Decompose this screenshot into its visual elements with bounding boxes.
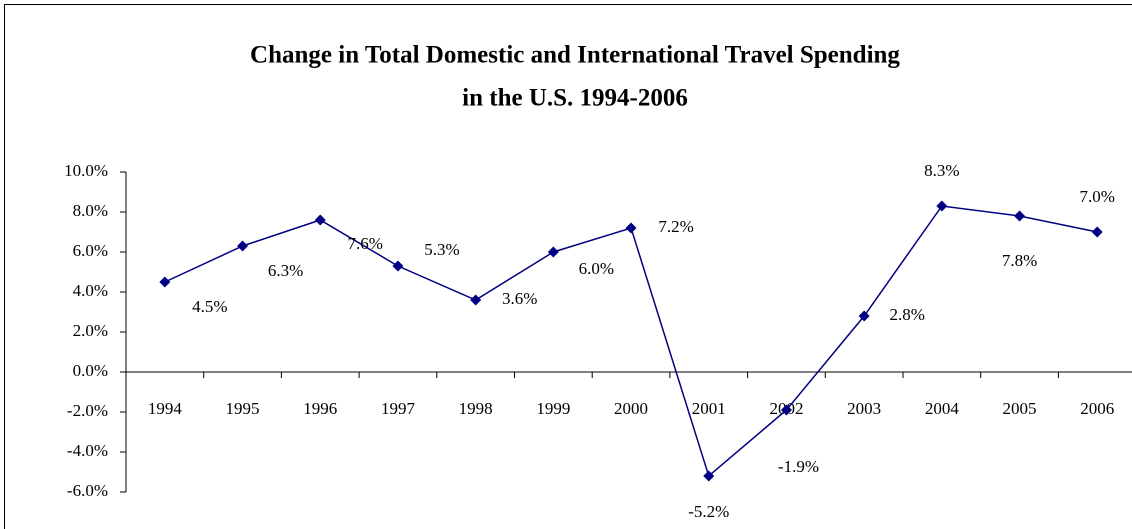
x-tick-label: 1999 [536, 399, 570, 418]
data-point [625, 222, 637, 234]
y-tick-label: -6.0% [67, 481, 108, 500]
data-point [1014, 210, 1026, 222]
data-point [936, 200, 948, 212]
x-tick-label: 1994 [148, 399, 183, 418]
data-point [858, 310, 870, 322]
chart-title: Change in Total Domestic and Internation… [250, 42, 900, 69]
data-label: 2.8% [889, 305, 924, 324]
y-tick-label: -2.0% [67, 401, 108, 420]
y-tick-label: 0.0% [73, 361, 108, 380]
y-tick-label: 8.0% [73, 201, 108, 220]
y-tick-label: 10.0% [64, 161, 108, 180]
data-label: -5.2% [688, 502, 729, 521]
data-point [159, 276, 171, 288]
data-point [703, 470, 715, 482]
data-label: 6.3% [268, 261, 303, 280]
x-tick-label: 1996 [303, 399, 337, 418]
x-tick-label: 1998 [459, 399, 493, 418]
data-label: 5.3% [424, 240, 459, 259]
data-label: 7.6% [348, 234, 383, 253]
data-point [237, 240, 249, 252]
data-label: 6.0% [579, 259, 614, 278]
x-tick-label: 1995 [226, 399, 260, 418]
data-point [1091, 226, 1103, 238]
data-point [392, 260, 404, 272]
y-tick-label: 4.0% [73, 281, 108, 300]
y-tick-label: 6.0% [73, 241, 108, 260]
x-tick-label: 2001 [692, 399, 726, 418]
chart-title: in the U.S. 1994-2006 [462, 85, 688, 112]
data-label: 4.5% [192, 297, 227, 316]
x-tick-label: 2006 [1080, 399, 1114, 418]
x-tick-label: 2005 [1003, 399, 1037, 418]
x-tick-label: 2004 [925, 399, 960, 418]
data-point [547, 246, 559, 258]
data-label: 8.3% [924, 161, 959, 180]
x-tick-label: 1997 [381, 399, 416, 418]
data-point [780, 404, 792, 416]
data-point [314, 214, 326, 226]
data-label: 7.2% [658, 217, 693, 236]
data-point [470, 294, 482, 306]
chart-border [4, 4, 1132, 529]
y-tick-label: -4.0% [67, 441, 108, 460]
data-label: 3.6% [502, 289, 537, 308]
data-label: 7.0% [1080, 187, 1115, 206]
data-label: -1.9% [778, 457, 819, 476]
y-tick-label: 2.0% [73, 321, 108, 340]
x-tick-label: 2000 [614, 399, 648, 418]
x-tick-label: 2003 [847, 399, 881, 418]
data-label: 7.8% [1002, 251, 1037, 270]
